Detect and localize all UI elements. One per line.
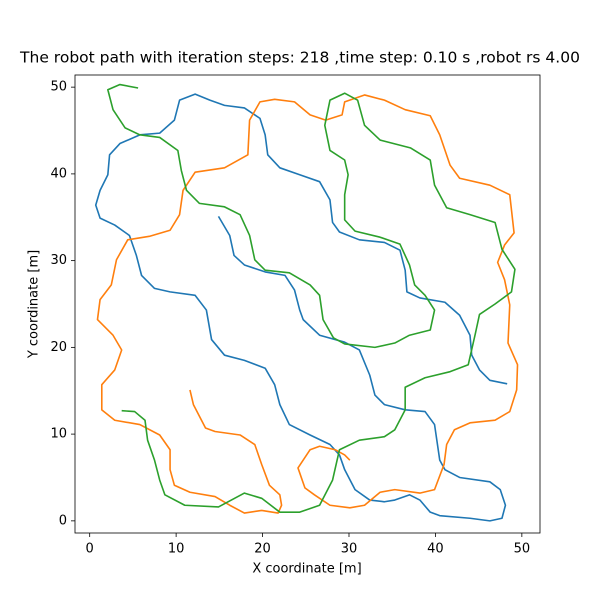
robot-path: [94, 93, 508, 522]
x-tick-label: 20: [254, 542, 271, 557]
x-axis-label: X coordinate [m]: [252, 562, 361, 577]
x-tick-label: 30: [341, 542, 358, 557]
y-tick-label: 0: [59, 513, 67, 528]
y-tick-label: 50: [50, 80, 67, 95]
robot-path: [107, 83, 516, 513]
y-tick-label: 20: [50, 340, 67, 355]
x-tick-label: 10: [168, 542, 185, 557]
y-axis-label: Y coordinate [m]: [27, 250, 42, 359]
robot-path: [96, 94, 519, 514]
x-tick-label: 0: [86, 542, 94, 557]
x-tick-label: 40: [427, 542, 444, 557]
y-tick-label: 30: [50, 253, 67, 268]
plot-frame: [74, 74, 541, 534]
y-tick-label: 40: [50, 166, 67, 181]
y-tick-label: 10: [50, 427, 67, 442]
x-tick-label: 50: [514, 542, 531, 557]
chart-title: The robot path with iteration steps: 218…: [19, 49, 580, 67]
